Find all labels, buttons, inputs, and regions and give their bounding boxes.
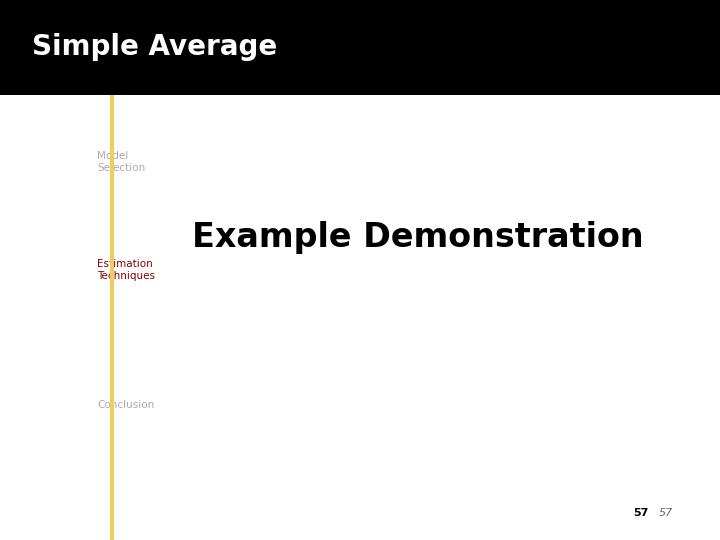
Text: Conclusion: Conclusion <box>97 400 155 410</box>
Text: 57: 57 <box>634 508 649 518</box>
Text: 57: 57 <box>659 508 673 518</box>
Text: Estimation
Techniques: Estimation Techniques <box>97 259 156 281</box>
Bar <box>0 0 720 94</box>
Text: What to Model: What to Model <box>97 68 173 78</box>
Text: Example Demonstration: Example Demonstration <box>192 221 644 254</box>
Text: Model
Selection: Model Selection <box>97 151 145 173</box>
Text: Simple Average: Simple Average <box>32 33 278 61</box>
